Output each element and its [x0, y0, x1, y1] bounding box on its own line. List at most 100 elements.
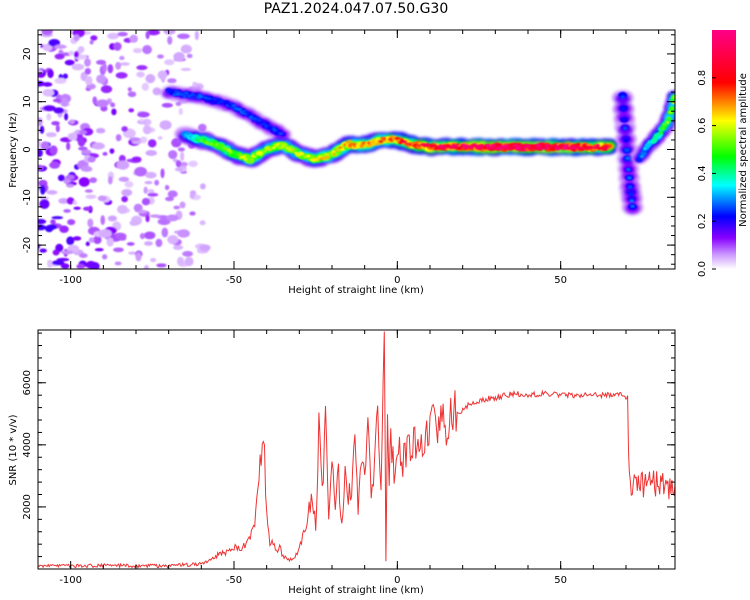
heat-blob: [69, 119, 75, 125]
heat-blob: [249, 158, 254, 162]
heat-blob: [168, 150, 178, 160]
heat-blob: [141, 197, 151, 206]
heat-blob: [656, 133, 661, 137]
heat-blob: [145, 214, 150, 223]
heat-blob: [40, 141, 50, 151]
colorbar-label: Normalized spectral amplitude: [738, 73, 749, 227]
snr-frame: [37, 329, 676, 570]
heat-blob: [144, 181, 153, 185]
heat-blob: [194, 30, 199, 41]
ridge-right-descending: [611, 90, 644, 216]
heat-blob: [188, 160, 198, 167]
heat-blob: [110, 102, 116, 108]
heat-blob: [173, 245, 184, 251]
heat-blob: [128, 108, 135, 113]
heat-blob: [485, 144, 491, 148]
heat-blob: [75, 129, 80, 135]
heat-blob: [160, 168, 165, 179]
heat-blob: [626, 167, 631, 172]
snr-axes: -100 -50 0 50 2000 4000 6000: [22, 330, 675, 586]
heat-blob: [121, 126, 128, 132]
heat-blob: [66, 183, 74, 188]
heat-blob: [42, 88, 55, 97]
heat-blob: [85, 194, 97, 199]
heat-blob: [173, 52, 185, 62]
heat-blob: [257, 118, 262, 122]
heat-blob: [179, 201, 186, 209]
heat-blob: [84, 68, 92, 75]
heat-blob: [107, 32, 120, 40]
heat-blob: [622, 118, 627, 122]
heat-blob: [173, 205, 181, 210]
heat-blob: [92, 96, 98, 105]
heat-blob: [624, 148, 630, 152]
spectrogram-xtick-label: 50: [554, 275, 567, 286]
heat-blob: [180, 151, 185, 162]
heat-blob: [174, 167, 184, 172]
spectrogram-ytick-label: -10: [22, 189, 33, 205]
heat-blob: [164, 185, 170, 191]
heat-blob: [157, 70, 168, 80]
heat-blob: [199, 220, 206, 226]
heat-blob: [76, 263, 86, 269]
heat-blob: [241, 111, 245, 115]
heat-blob: [116, 160, 130, 170]
heat-blob: [39, 125, 45, 134]
heat-blob: [300, 152, 305, 156]
colorbar-tick-label: 0.4: [697, 165, 708, 181]
heat-blob: [197, 123, 207, 132]
heat-blob: [640, 155, 644, 158]
heat-blob: [63, 209, 71, 213]
spectrogram-xtick-label: -50: [226, 275, 242, 286]
heat-blob: [139, 118, 145, 123]
heat-blob: [167, 190, 178, 198]
heat-blob: [54, 77, 67, 84]
heat-blob: [315, 158, 320, 162]
heat-blob: [543, 146, 548, 150]
heat-blob: [157, 54, 164, 59]
heat-blob: [622, 126, 628, 130]
heat-blob: [181, 91, 186, 95]
heat-blob: [641, 149, 646, 153]
heat-blob: [147, 30, 161, 36]
heat-blob: [135, 251, 142, 262]
heat-blob: [48, 39, 61, 47]
heat-blob: [60, 263, 70, 269]
heat-blob: [54, 44, 67, 49]
heat-blob: [175, 101, 182, 107]
heat-blob: [46, 224, 58, 230]
snr-xtick-label: 0: [394, 575, 400, 586]
heat-blob: [46, 190, 58, 195]
heat-blob: [271, 146, 277, 150]
heat-blob: [38, 164, 44, 171]
heat-blob: [129, 220, 139, 226]
heat-blob: [371, 142, 376, 146]
spectrogram-ylabel: Frequency (Hz): [8, 112, 19, 188]
heat-blob: [38, 179, 48, 187]
heat-blob: [628, 192, 634, 196]
heat-blob: [180, 161, 188, 167]
heat-blob: [57, 174, 65, 182]
heat-blob: [145, 171, 157, 179]
heat-blob: [180, 67, 192, 71]
heat-blob: [87, 156, 96, 163]
heat-blob: [177, 33, 190, 40]
heat-blob: [97, 195, 107, 202]
heat-blob: [189, 193, 195, 199]
heat-blob: [664, 124, 668, 128]
heat-blob: [166, 214, 179, 222]
heat-blob: [141, 82, 149, 91]
heat-blob: [87, 218, 94, 228]
heat-blob: [128, 251, 137, 255]
heat-blob: [665, 121, 670, 124]
heat-blob: [147, 189, 155, 194]
ridge-right-descending-layer: [620, 95, 635, 208]
heat-blob: [149, 214, 162, 218]
heat-blob: [45, 132, 57, 138]
heat-blob: [115, 72, 128, 79]
heat-blob: [46, 113, 52, 121]
heat-blob: [85, 75, 93, 86]
heat-blob: [227, 148, 232, 152]
heat-blob: [145, 74, 156, 84]
spectrogram-ytick-label: 10: [22, 95, 33, 108]
